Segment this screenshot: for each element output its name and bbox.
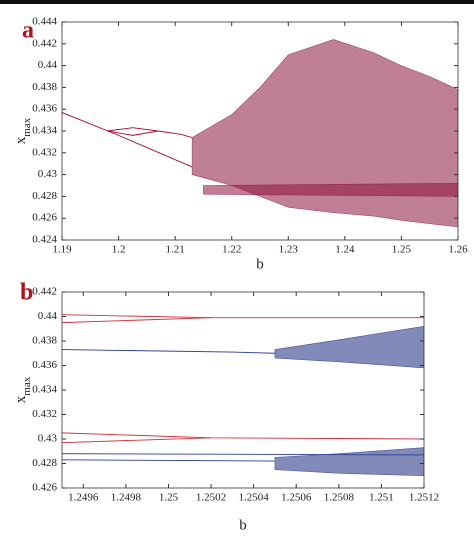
y-label-sub: max [21, 117, 33, 136]
x-tick-label: 1.2 [112, 244, 126, 256]
y-tick-label: 0.428 [32, 457, 57, 469]
x-tick-label: 1.2508 [324, 492, 355, 504]
chaotic-band [191, 39, 458, 228]
y-axis-label: xmax [13, 117, 32, 144]
branch-line [107, 127, 159, 132]
x-tick-label: 1.251 [369, 492, 394, 504]
x-tick-label: 1.26 [448, 244, 468, 256]
branch-line [62, 317, 212, 324]
plot-area [62, 39, 458, 228]
y-tick-label: 0.43 [38, 168, 58, 180]
y-tick-label: 0.444 [32, 16, 57, 28]
branch-line [62, 453, 424, 456]
branch-line [62, 314, 424, 319]
panel-label: a [22, 18, 34, 44]
branch-line [158, 130, 193, 138]
plot-area [62, 314, 424, 477]
y-label-main: x [13, 395, 29, 403]
chaotic-band [274, 447, 424, 477]
x-tick-label: 1.25 [159, 492, 179, 504]
x-tick-label: 1.2504 [239, 492, 270, 504]
branch-line [62, 437, 212, 444]
x-axis-label: b [239, 517, 247, 533]
x-tick-label: 1.25 [392, 244, 412, 256]
y-tick-label: 0.442 [32, 286, 57, 298]
branch-line [62, 432, 424, 440]
y-tick-label: 0.438 [32, 335, 57, 347]
y-tick-label: 0.426 [32, 482, 57, 494]
x-tick-label: 1.23 [279, 244, 299, 256]
y-tick-label: 0.426 [32, 212, 57, 224]
x-tick-label: 1.19 [52, 244, 72, 256]
chaotic-band [203, 183, 458, 197]
x-tick-label: 1.22 [222, 244, 241, 256]
y-tick-label: 0.442 [32, 37, 57, 49]
x-tick-label: 1.21 [166, 244, 185, 256]
y-tick-label: 0.434 [32, 125, 57, 137]
y-tick-label: 0.44 [38, 310, 58, 322]
y-tick-label: 0.434 [32, 384, 57, 396]
y-tick-label: 0.424 [32, 234, 57, 246]
branch-line [107, 130, 159, 136]
y-tick-label: 0.43 [38, 433, 58, 445]
x-tick-label: 1.2512 [409, 492, 439, 504]
y-tick-label: 0.436 [32, 359, 57, 371]
x-axis-label: b [256, 256, 264, 272]
top-border [0, 0, 474, 4]
y-axis-label: xmax [13, 376, 32, 403]
branch-line [62, 459, 275, 462]
x-tick-label: 1.2506 [281, 492, 312, 504]
y-tick-label: 0.436 [32, 103, 57, 115]
x-tick-label: 1.24 [335, 244, 355, 256]
x-tick-label: 1.2498 [111, 492, 142, 504]
chaotic-band [274, 325, 424, 369]
y-label-sub: max [21, 376, 33, 395]
branch-line [62, 112, 193, 168]
x-tick-label: 1.2496 [68, 492, 99, 504]
y-tick-label: 0.438 [32, 81, 57, 93]
y-tick-label: 0.432 [32, 408, 57, 420]
panel-label: b [20, 280, 33, 306]
y-tick-label: 0.432 [32, 146, 57, 158]
x-tick-label: 1.2502 [196, 492, 226, 504]
branch-line [62, 349, 275, 354]
y-label-main: x [13, 136, 29, 144]
y-tick-label: 0.428 [32, 190, 57, 202]
y-tick-label: 0.44 [38, 59, 58, 71]
